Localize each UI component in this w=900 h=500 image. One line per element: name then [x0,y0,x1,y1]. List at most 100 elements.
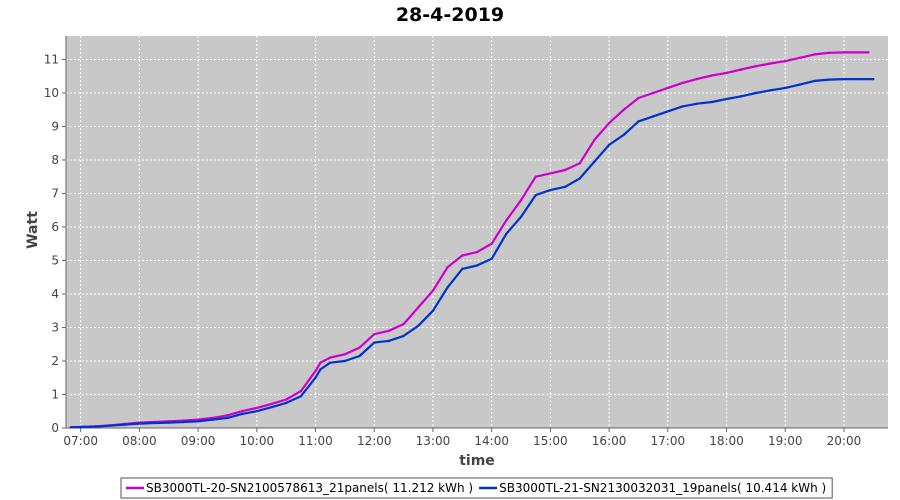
series-1-point [769,62,772,65]
series-1-point [563,168,567,172]
y-tick-label: 0 [51,421,59,435]
series-1-point [784,59,787,63]
x-tick-label: 13:00 [416,434,451,448]
y-tick-label: 6 [51,220,59,234]
series-2-point [607,143,611,147]
series-2-point [182,420,185,424]
x-tick-label: 16:00 [592,434,627,448]
series-1-point [798,56,802,59]
series-1-point [446,266,449,269]
series-2-point [402,334,405,338]
series-2-point [769,89,772,92]
series-2-point [784,86,787,90]
series-2-point [387,339,391,343]
legend-label-series-1: SB3000TL-20-SN2100578613_21panels( 11.21… [146,481,473,495]
y-tick-label: 4 [51,287,59,301]
chart-title: 28-4-2019 [396,4,504,26]
x-tick-label: 14:00 [474,434,509,448]
series-2-point [754,91,758,95]
y-tick-label: 11 [44,52,59,66]
x-tick-label: 17:00 [651,434,686,448]
series-2-point [740,95,743,98]
series-2-point [343,359,347,363]
plot-area [66,36,888,428]
y-tick-label: 2 [51,354,59,368]
y-tick-label: 10 [44,86,59,100]
series-1-point [285,398,288,401]
series-2-point [475,264,479,267]
legend: SB3000TL-20-SN2100578613_21panels( 11.21… [120,477,833,499]
series-2-point [270,406,273,409]
series-2-point [69,426,73,429]
series-2-point [108,424,112,427]
series-1-point [314,369,317,373]
series-1-point [681,81,684,85]
axes: 0 1 2 3 4 5 6 7 8 9 10 11 07:00 08:00 09:00 10:00 11:00 1… [44,36,888,448]
series-2-point [666,110,669,113]
series-1-point [828,51,831,54]
x-tick-label: 07:00 [63,434,98,448]
series-1-point [373,333,376,336]
series-2-point [563,185,567,188]
series-2-point [519,215,523,219]
series-2-point [285,401,288,405]
series-1-point [402,322,405,326]
series-2-point [431,309,435,312]
series-2-point [505,232,508,235]
series-1-point [387,329,391,332]
x-tick-label: 12:00 [357,434,392,448]
series-1-point [607,121,611,125]
series-1-point [226,414,229,417]
x-tick-label: 20:00 [827,434,862,448]
series-2-point [79,425,82,429]
series-2-point [490,257,493,260]
series-1-point [578,162,581,165]
series-2-point [872,77,875,81]
series-2-point [696,102,699,105]
series-1-point [475,250,479,254]
series-1-point [255,406,258,410]
legend-label-series-2: SB3000TL-21-SN2130032031_19panels( 10.41… [499,481,826,495]
series-2-point [299,395,303,398]
series-2-point [167,421,170,424]
series-1-point [857,51,860,54]
x-tick-label: 10:00 [240,434,275,448]
series-2-point [798,83,802,86]
series-1-point [534,175,537,178]
series-2-point [461,267,464,271]
series-1-point [842,51,846,54]
series-1-point [666,86,669,90]
series-2-point [240,412,244,416]
series-1-point [299,389,303,393]
series-2-point [123,423,126,426]
grid [66,36,888,429]
series-1-point [696,77,699,81]
series-2-point [842,77,846,81]
series-2-point [373,341,376,344]
series-1-point [505,219,508,222]
series-2-point [593,160,596,163]
series-1-point [519,199,523,202]
x-tick-label: 19:00 [768,434,803,448]
series-2-point [319,368,322,371]
series-1-point [813,53,816,56]
series-2-point [828,78,831,81]
series-1-point [490,242,493,245]
series-1-point [240,410,244,413]
series-2-point [710,100,714,104]
series-2-point [725,97,728,101]
series-2-point [651,115,655,118]
series-1-point [651,91,655,95]
legend-box [120,477,833,499]
y-tick-label: 3 [51,320,59,334]
y-tick-label: 1 [51,387,59,401]
series-2-point [637,120,640,123]
x-tick-label: 11:00 [298,434,333,448]
series-1-point [549,172,552,175]
series-1-point [637,96,640,100]
series-2-point [358,354,361,358]
series-1-point [593,138,596,142]
series-2-point [681,105,684,108]
